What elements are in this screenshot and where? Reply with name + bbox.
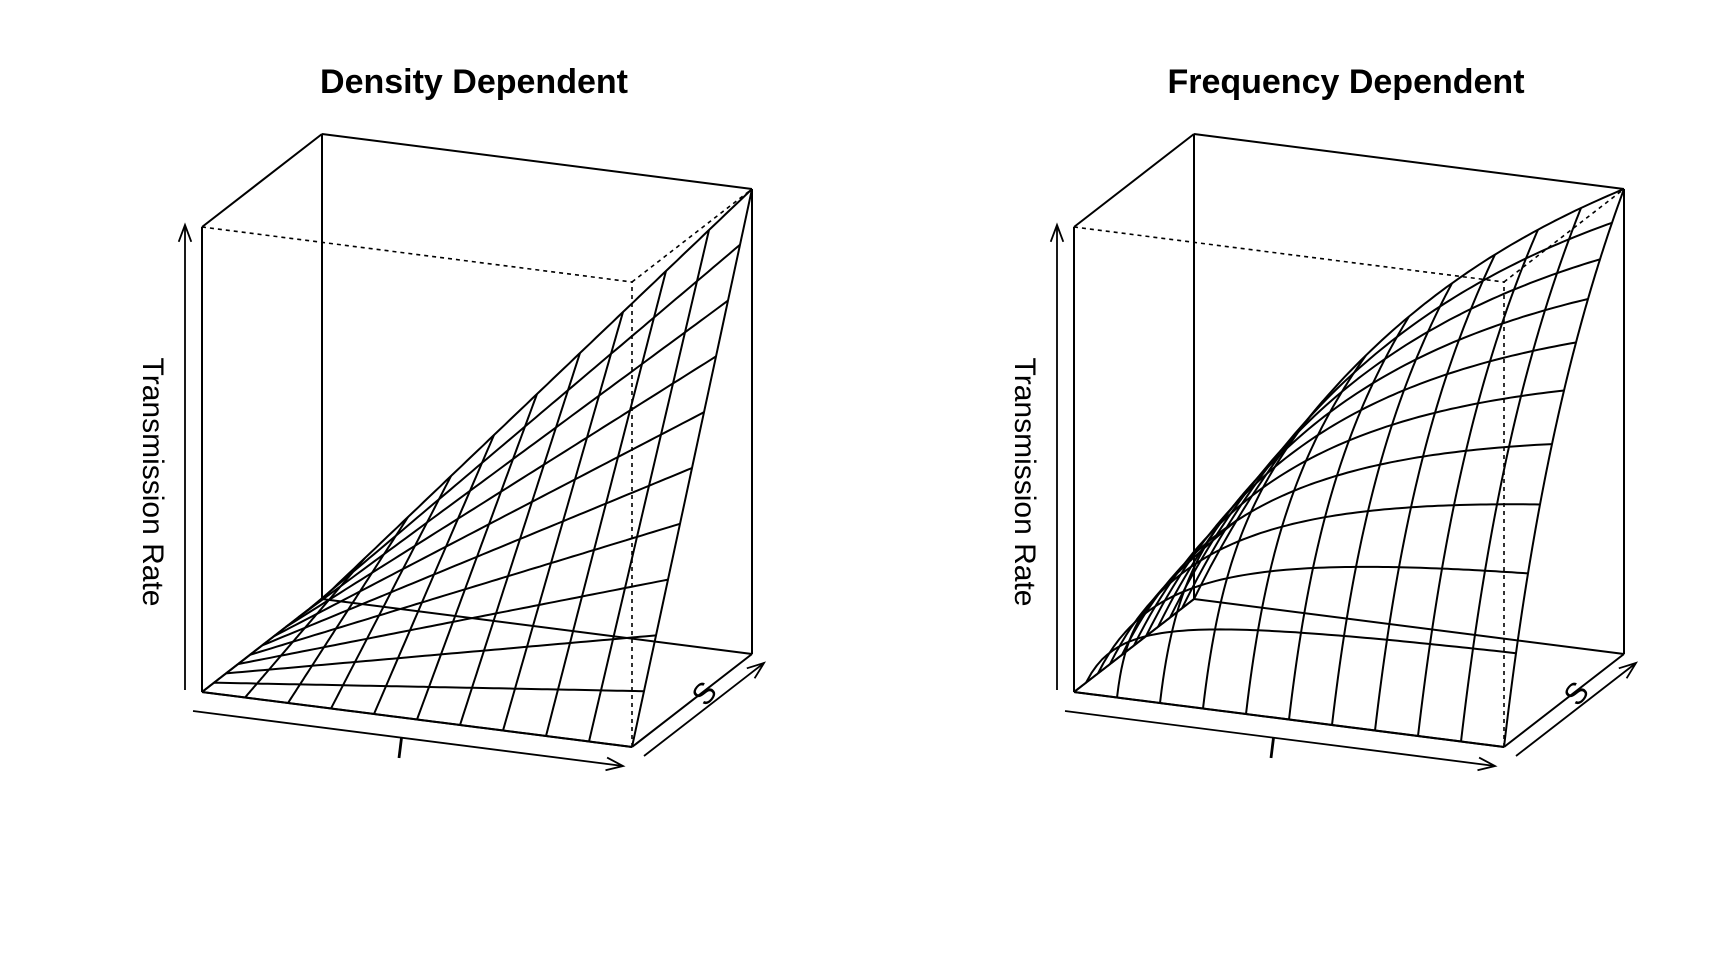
x-axis-label: I [394,732,406,766]
hidden-box-edges [1073,188,1625,747]
box-edge [1073,133,1195,228]
hidden-box-edge [1503,188,1625,283]
panel-title: Frequency Dependent [1167,63,1524,101]
mesh-line-i [244,557,366,699]
mesh-line-i [588,229,710,742]
mesh-line-i [1073,598,1195,693]
x-axis-arrow [1064,710,1496,767]
mesh-line-i [1374,254,1496,731]
z-axis-label: Transmission Rate [1008,358,1041,607]
x-axis-label: I [1266,732,1278,766]
mesh-line-i [631,188,753,748]
hidden-box-edge [1073,226,1505,283]
x-axis-arrow [192,710,624,767]
box-edge [1503,653,1625,748]
mesh-line-i [1288,315,1410,720]
mesh-line-s [1145,341,1577,637]
z-axis-label: Transmission Rate [136,358,169,607]
mesh-line-i [1503,188,1625,748]
mesh-line-i [1159,454,1281,704]
surface-mesh [201,188,753,748]
z-axis-arrow-head [1049,222,1065,243]
mesh-line-i [1245,354,1367,715]
hidden-box-edge [201,226,633,283]
mesh-line-s [1181,221,1613,609]
mesh-line-i [459,352,581,726]
box-edge [1193,598,1625,655]
mesh-line-i [1202,400,1324,709]
mesh-line-i [502,311,624,731]
mesh-line-i [330,475,452,709]
mesh-line-i [545,270,667,737]
mesh-line-i [201,598,323,693]
y-axis-arrow [1515,662,1637,757]
box-edge [1193,133,1625,190]
mesh-line-i [1331,282,1453,726]
y-axis-arrow [643,662,765,757]
axes [177,222,767,772]
surface-mesh [1073,188,1625,748]
z-axis-arrow-head [177,222,193,243]
hidden-box-edges [201,188,753,747]
panel-title: Density Dependent [320,63,628,101]
panel-density-dependent: Density Dependent Transmission Rate I S [136,63,767,772]
mesh-line-i [373,434,495,715]
x-axis-arrow-head [605,756,626,772]
mesh-line-i [1116,519,1238,698]
mesh-line-i [1460,207,1582,742]
mesh-line-i [416,393,538,720]
box-edge [631,653,753,748]
axes [1049,222,1639,772]
box-edge [321,133,753,190]
panel-frequency-dependent: Frequency Dependent Transmission Rate I … [1008,63,1639,772]
x-axis-arrow-head [1477,756,1498,772]
mesh-line-i [1417,229,1539,737]
hidden-box-edge [631,188,753,283]
box-edge [201,133,323,228]
y-axis-arrow-head [1618,661,1639,679]
y-axis-arrow-head [746,661,767,679]
box-edge [321,598,753,655]
mesh-line-i [287,516,409,704]
